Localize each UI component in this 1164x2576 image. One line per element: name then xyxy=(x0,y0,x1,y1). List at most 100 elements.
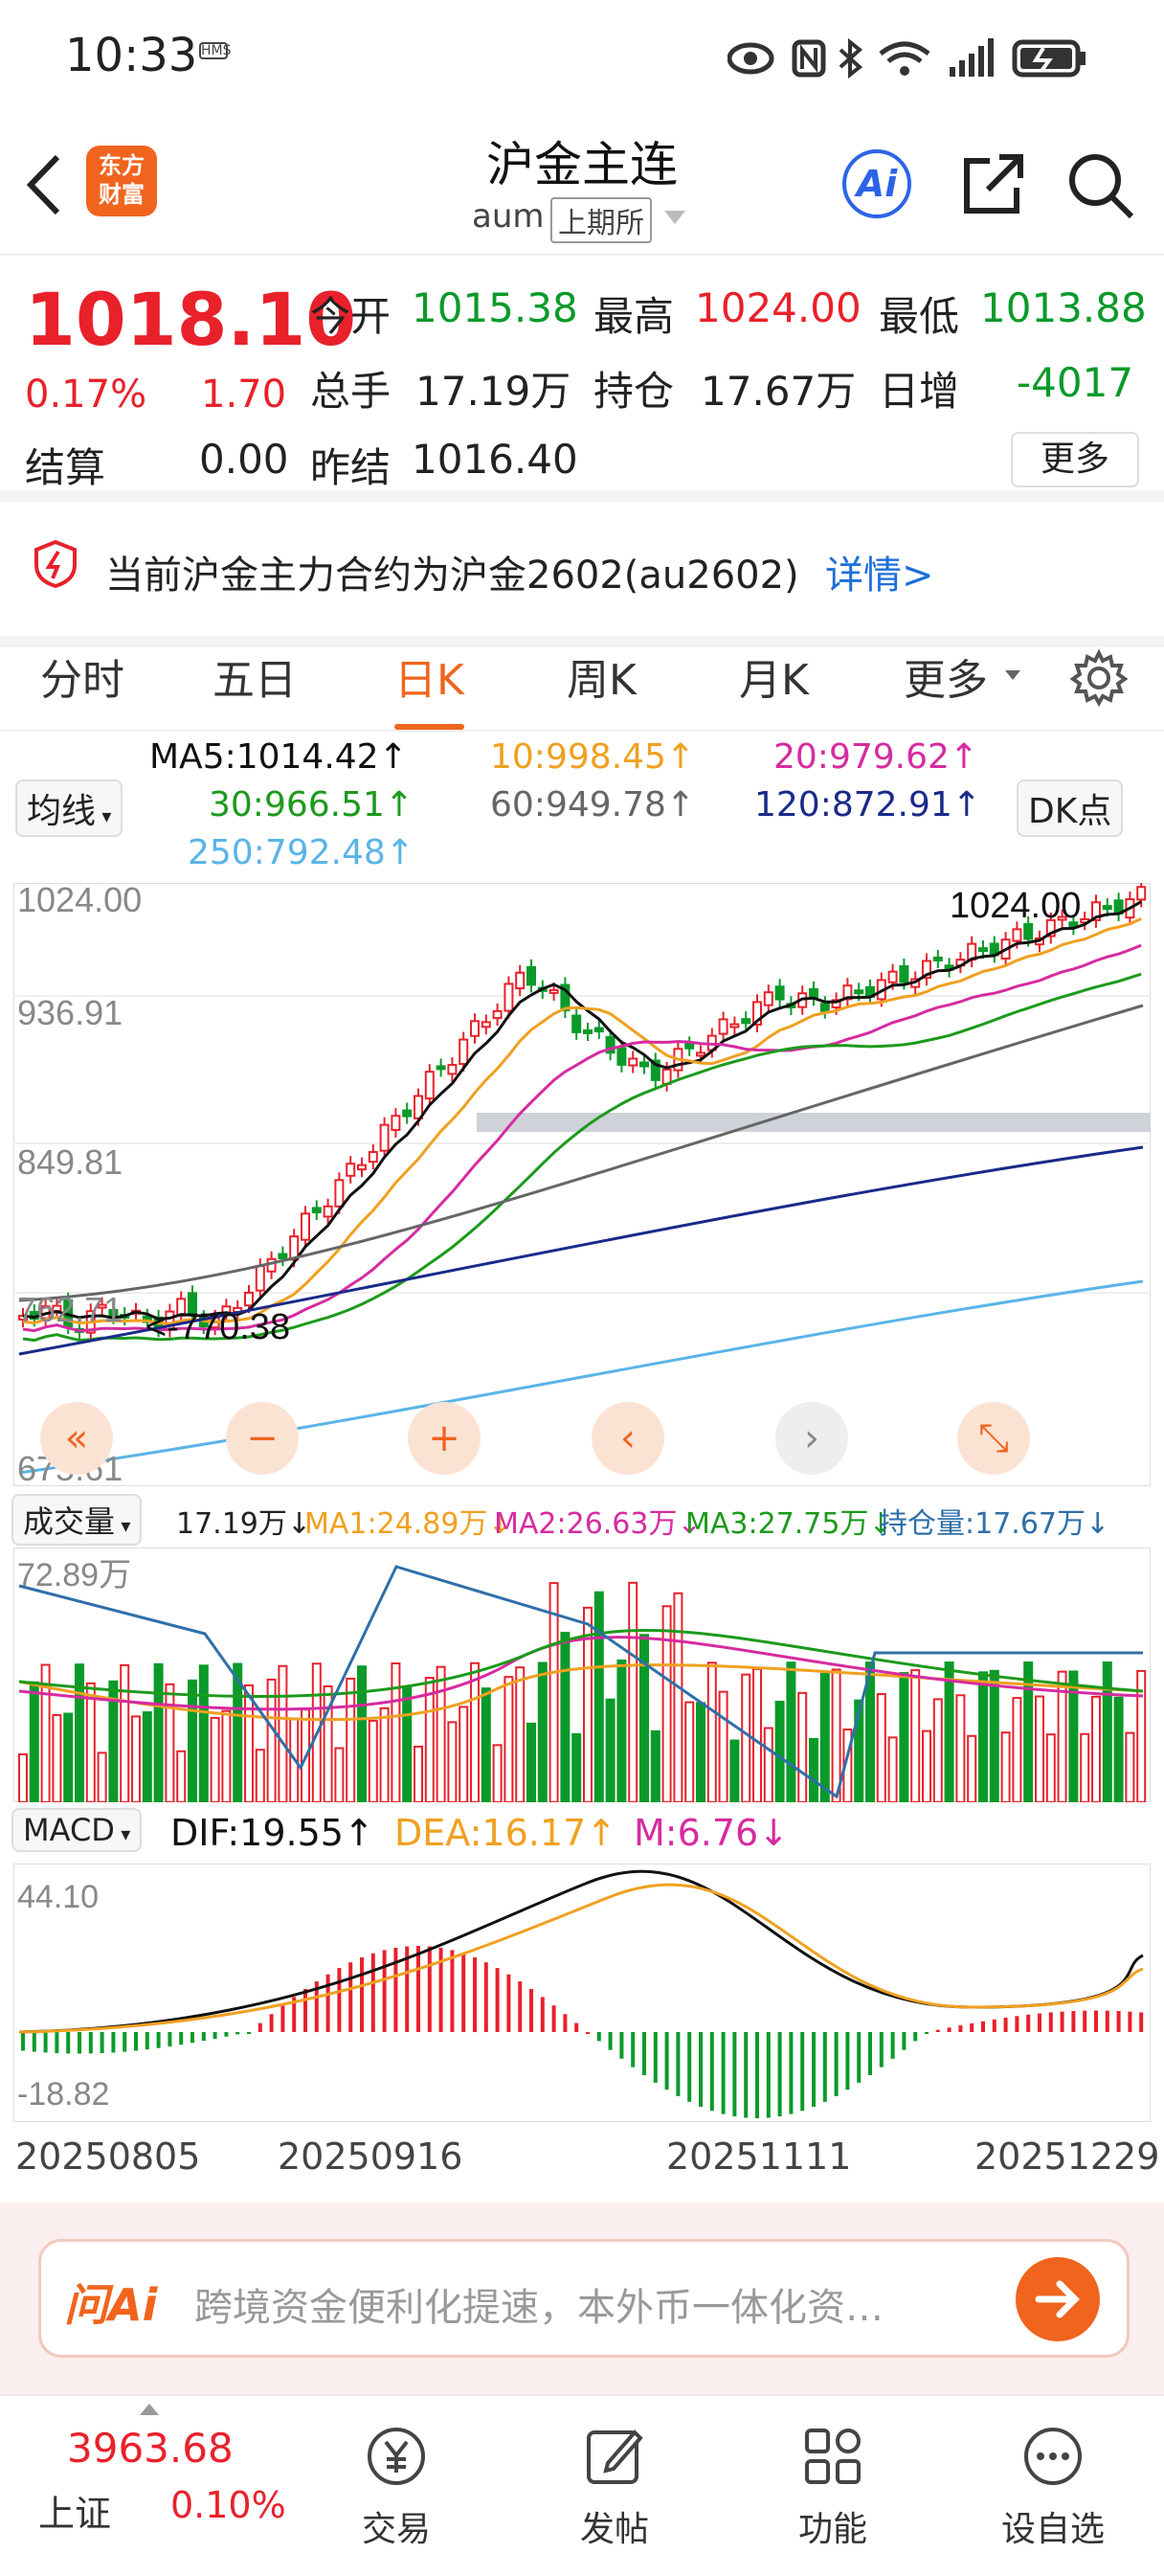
volume-bar xyxy=(887,1736,898,1802)
volume-bar xyxy=(786,1661,796,1802)
volume-bar xyxy=(593,1591,604,1802)
macd-bar xyxy=(868,2032,872,2075)
min-price-label: <-770.38 xyxy=(146,1307,290,1347)
tab-fenshi[interactable]: 分时 xyxy=(40,656,124,705)
index-ticker[interactable]: 3963.68 上证 0.10% xyxy=(19,2404,286,2547)
macd-bar xyxy=(789,2032,794,2114)
page-title: 沪金主连 xyxy=(486,137,678,192)
rewind-icon[interactable]: « xyxy=(40,1402,113,1475)
notice-banner[interactable]: 当前沪金主力合约为沪金2602(au2602) 详情> xyxy=(0,490,1164,647)
volume-value: 17.19万 xyxy=(415,368,571,415)
macd-bar xyxy=(619,2032,624,2059)
prev-settle-label: 昨结 xyxy=(310,444,392,491)
ai-button[interactable]: Ai xyxy=(842,149,911,218)
nav-trade[interactable]: 交易 xyxy=(329,2423,463,2551)
tab-five-day[interactable]: 五日 xyxy=(213,656,297,705)
macd-selector[interactable]: MACD ▾ xyxy=(11,1808,143,1852)
candle-body xyxy=(605,1035,616,1054)
notice-text: 当前沪金主力合约为沪金2602(au2602) xyxy=(105,554,799,598)
tab-monthly-k[interactable]: 月K xyxy=(739,656,809,705)
candle-body xyxy=(301,1212,310,1241)
candle-body xyxy=(593,1027,604,1033)
high-value: 1024.00 xyxy=(695,284,862,331)
volume-axis-top: 72.89万 xyxy=(17,1557,131,1593)
ask-ai-input[interactable]: 跨境资金便利化提速，本外币一体化资… xyxy=(194,2286,884,2330)
volume-bar xyxy=(357,1665,367,1802)
index-value: 3963.68 xyxy=(67,2425,234,2472)
volume-bar xyxy=(391,1662,401,1802)
tab-daily-k[interactable]: 日K xyxy=(394,645,464,730)
volume-bar xyxy=(1125,1731,1135,1802)
tab-more[interactable]: 更多 xyxy=(904,656,988,705)
macd-bar xyxy=(529,1989,533,2032)
date-label-2: 20250916 xyxy=(278,2135,463,2178)
caret-down-icon[interactable] xyxy=(664,211,685,226)
macd-bar xyxy=(777,2032,782,2117)
nav-watchlist[interactable]: 设自选 xyxy=(986,2423,1120,2551)
candle-body xyxy=(548,988,559,994)
dk-point-button[interactable]: DK点 xyxy=(1017,780,1124,837)
high-label: 最高 xyxy=(593,293,675,340)
nav-functions[interactable]: 功能 xyxy=(766,2423,900,2551)
chevron-right-icon[interactable]: › xyxy=(775,1402,848,1475)
macd-bar xyxy=(450,1950,455,2032)
search-icon[interactable] xyxy=(1066,151,1135,220)
more-button[interactable]: 更多 xyxy=(1011,432,1139,487)
macd-bar xyxy=(224,2032,229,2037)
share-icon[interactable] xyxy=(961,151,1026,216)
volume-bar xyxy=(1035,1695,1044,1802)
volume-ma1-line xyxy=(18,1663,1144,1722)
candle-body xyxy=(752,1001,762,1026)
volume-bar xyxy=(944,1661,954,1802)
zoom-in-icon[interactable]: + xyxy=(408,1402,481,1475)
ma-selector[interactable]: 均线 ▾ xyxy=(15,780,123,837)
macd-bar xyxy=(405,1946,410,2032)
ma20-value: 20:979.62↑ xyxy=(773,737,979,777)
date-axis: 20250805 20250916 20251111 20251229 xyxy=(0,2128,1164,2185)
tab-weekly-k[interactable]: 周K xyxy=(567,656,637,705)
volume-bar xyxy=(763,1727,773,1802)
macd-bar xyxy=(461,1953,466,2032)
volume-bar xyxy=(459,1706,469,1802)
ma30-line xyxy=(22,972,1142,1343)
macd-bar xyxy=(88,2032,93,2054)
macd-bar xyxy=(676,2032,681,2096)
caret-down-icon: ▾ xyxy=(115,1514,131,1537)
volume-bar xyxy=(176,1750,187,1802)
settings-gear-icon[interactable] xyxy=(1070,649,1128,707)
kline-chart[interactable]: 1024.00 936.91 849.81 762.71 675.61 1024… xyxy=(13,883,1151,1486)
ask-ai-submit-button[interactable] xyxy=(1016,2257,1100,2341)
volume-bar xyxy=(221,1709,232,1802)
back-icon[interactable] xyxy=(25,153,63,216)
nav-post[interactable]: 发帖 xyxy=(548,2423,682,2551)
volume-chart[interactable]: 72.89万 xyxy=(13,1548,1151,1802)
macd-bar xyxy=(280,2005,285,2032)
macd-bar xyxy=(540,1997,545,2032)
edit-icon xyxy=(587,2429,643,2484)
fullscreen-icon[interactable]: ⤡ xyxy=(957,1402,1030,1475)
macd-chart[interactable]: 44.10 -18.82 xyxy=(13,1864,1151,2122)
macd-bar xyxy=(1071,2010,1076,2032)
volume-selector-label: 成交量 xyxy=(23,1503,116,1540)
ask-ai-bar[interactable]: 问Ai 跨境资金便利化提速，本外币一体化资… xyxy=(38,2239,1130,2358)
volume-bar xyxy=(526,1722,536,1802)
macd-bar xyxy=(970,2022,974,2032)
candle-body xyxy=(616,1047,627,1066)
zoom-out-icon[interactable]: − xyxy=(226,1402,299,1475)
signal-icon xyxy=(950,38,994,77)
macd-bar xyxy=(43,2032,48,2053)
volume-bar xyxy=(628,1581,638,1802)
volume-selector[interactable]: 成交量 ▾ xyxy=(11,1494,143,1546)
macd-bar xyxy=(947,2027,951,2032)
macd-bar xyxy=(551,2005,556,2032)
chevron-left-icon[interactable]: ‹ xyxy=(592,1402,664,1475)
candle-body xyxy=(774,985,785,1001)
volume-bar xyxy=(52,1713,62,1802)
notice-detail-link[interactable]: 详情> xyxy=(825,554,934,598)
macd-selector-label: MACD xyxy=(23,1812,115,1848)
candle-body xyxy=(447,1064,458,1075)
candle-body xyxy=(763,991,773,1006)
candle-body xyxy=(492,1009,503,1020)
macd-bar xyxy=(608,2032,613,2050)
volume-bar xyxy=(481,1687,491,1802)
